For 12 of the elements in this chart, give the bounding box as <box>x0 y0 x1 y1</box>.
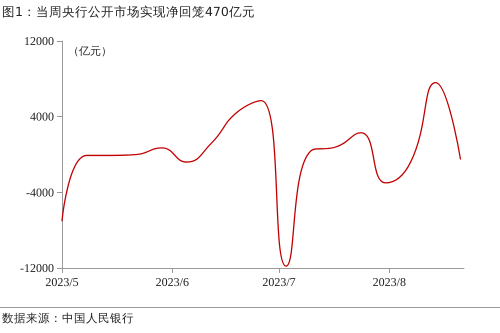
y-tick-label: -4000 <box>26 185 54 200</box>
source-note: 数据来源：中国人民银行 <box>2 311 134 326</box>
y-tick-label: -12000 <box>20 261 54 275</box>
x-tick-label: 2023/8 <box>372 275 406 289</box>
x-tick-label: 2023/5 <box>45 275 79 289</box>
chart-title: 图1：当周央行公开市场实现净回笼470亿元 <box>2 4 255 21</box>
line-series <box>61 82 462 267</box>
x-tick-label: 2023/6 <box>156 275 189 289</box>
x-tick-label: 2023/7 <box>262 275 296 289</box>
y-tick-label: 4000 <box>30 110 54 124</box>
y-axis-title: （亿元） <box>68 46 112 58</box>
y-tick-label: 12000 <box>24 34 54 48</box>
